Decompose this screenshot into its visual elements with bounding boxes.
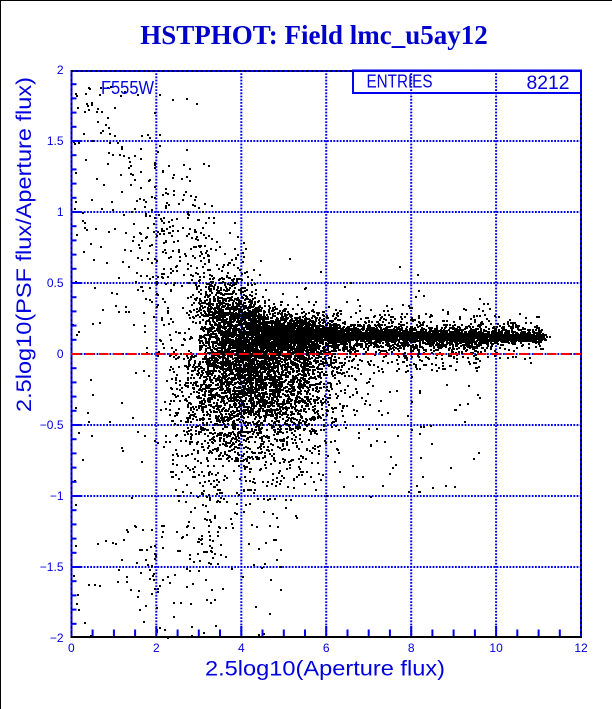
svg-text:0: 0 — [57, 347, 64, 361]
svg-text:8: 8 — [408, 641, 415, 655]
svg-text:1: 1 — [57, 205, 64, 219]
svg-text:6: 6 — [323, 641, 330, 655]
svg-text:2.5log10(PSF flux/Aperture flu: 2.5log10(PSF flux/Aperture flux) — [13, 77, 36, 412]
svg-text:12: 12 — [574, 641, 588, 655]
svg-text:4: 4 — [238, 641, 245, 655]
svg-text:2: 2 — [153, 641, 160, 655]
svg-text:0.5: 0.5 — [47, 276, 64, 290]
svg-text:1.5: 1.5 — [47, 134, 64, 148]
svg-text:ENTRIES: ENTRIES — [367, 72, 433, 92]
svg-text:−1.5: −1.5 — [40, 560, 64, 574]
svg-text:2: 2 — [57, 63, 64, 77]
svg-text:0: 0 — [68, 641, 75, 655]
svg-text:HSTPHOT: Field lmc_u5ay12: HSTPHOT: Field lmc_u5ay12 — [140, 20, 488, 50]
svg-text:−1: −1 — [50, 489, 64, 503]
svg-text:F555W: F555W — [101, 77, 154, 98]
svg-text:10: 10 — [489, 641, 503, 655]
svg-text:2.5log10(Aperture flux): 2.5log10(Aperture flux) — [205, 658, 445, 681]
svg-text:8212: 8212 — [527, 73, 570, 94]
svg-text:−2: −2 — [50, 631, 64, 645]
svg-text:−0.5: −0.5 — [40, 418, 64, 432]
